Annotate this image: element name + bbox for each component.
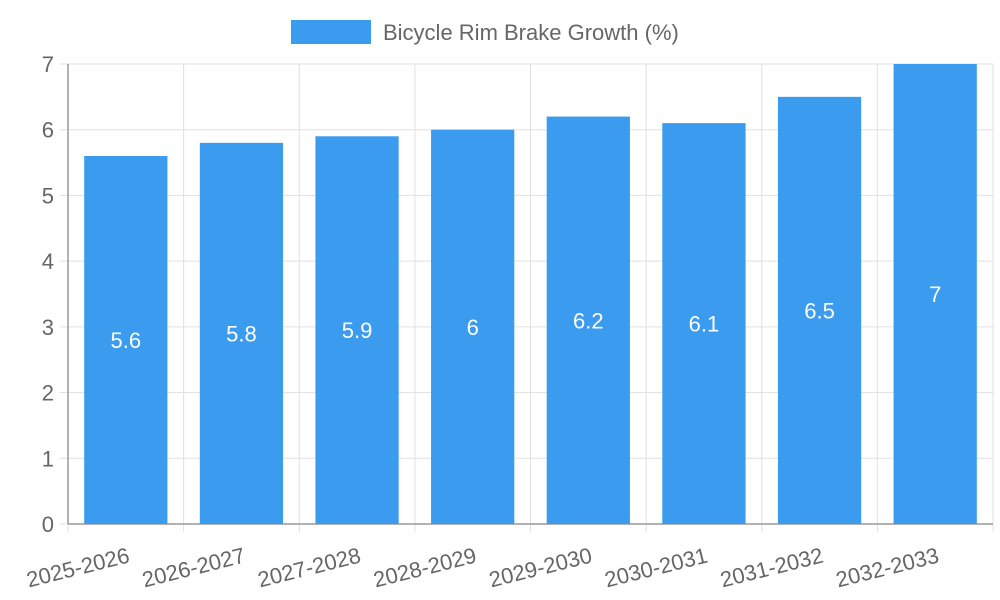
bar-value-label: 6.1 <box>689 312 720 337</box>
bar[interactable] <box>777 96 862 524</box>
bar[interactable] <box>546 116 630 525</box>
data-labels: 5.6 5.8 5.9 6 6.2 6.1 6.5 7 <box>111 282 942 353</box>
y-tick-label: 6 <box>42 118 54 143</box>
bar-value-label: 7 <box>929 282 941 307</box>
x-tick-label: 2026-2027 <box>140 543 248 593</box>
legend-swatch <box>291 20 371 44</box>
x-tick-label: 2029-2030 <box>486 543 594 593</box>
x-tick-label: 2025-2026 <box>24 543 132 593</box>
bar[interactable] <box>431 129 515 524</box>
x-tick-labels: 2025-2026 2026-2027 2027-2028 2028-2029 2029… <box>24 543 942 593</box>
y-tick-labels: 0 1 2 3 4 5 6 7 <box>42 52 54 537</box>
bar[interactable] <box>893 64 977 524</box>
bar-value-label: 6 <box>467 315 479 340</box>
x-tick-label: 2028-2029 <box>371 543 479 593</box>
bar-value-label: 5.6 <box>111 328 142 353</box>
bars <box>84 64 977 525</box>
x-tick-label: 2032-2033 <box>833 543 941 593</box>
y-tick-label: 3 <box>42 315 54 340</box>
bar-value-label: 5.9 <box>342 318 373 343</box>
bar[interactable] <box>199 142 284 524</box>
legend-label: Bicycle Rim Brake Growth (%) <box>383 20 679 45</box>
y-tick-label: 4 <box>42 249 54 274</box>
bar[interactable] <box>315 136 399 525</box>
y-tick-label: 7 <box>42 52 54 77</box>
bar[interactable] <box>662 123 746 525</box>
bar-value-label: 6.2 <box>573 308 604 333</box>
x-tick-label: 2027-2028 <box>255 543 363 593</box>
x-tick-label: 2031-2032 <box>718 543 826 593</box>
bar[interactable] <box>84 156 168 524</box>
legend[interactable]: Bicycle Rim Brake Growth (%) <box>291 20 679 45</box>
bar-value-label: 6.5 <box>804 298 835 323</box>
y-tick-label: 2 <box>42 381 54 406</box>
y-tick-label: 0 <box>42 512 54 537</box>
y-tick-label: 1 <box>42 446 54 471</box>
y-tick-label: 5 <box>42 183 54 208</box>
bar-value-label: 5.8 <box>226 321 257 346</box>
x-tick-label: 2030-2031 <box>602 543 710 593</box>
